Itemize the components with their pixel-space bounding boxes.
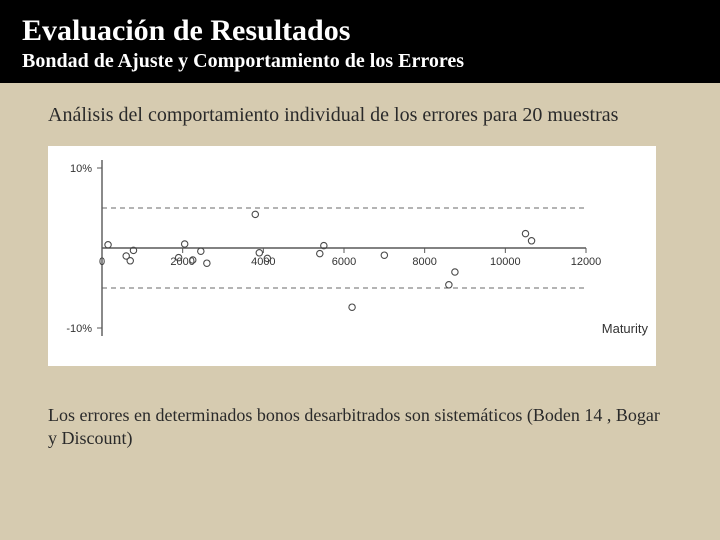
slide-header: Evaluación de Resultados Bondad de Ajust… — [0, 0, 720, 83]
svg-text:Maturity: Maturity — [602, 321, 649, 336]
svg-text:12000: 12000 — [571, 256, 602, 268]
scatter-plot-svg: 020004000600080001000012000-10%10%Maturi… — [48, 146, 656, 366]
conclusion-text: Los errores en determinados bonos desarb… — [48, 404, 672, 451]
error-scatter-chart: 020004000600080001000012000-10%10%Maturi… — [48, 146, 656, 366]
slide-subtitle: Bondad de Ajuste y Comportamiento de los… — [22, 50, 698, 73]
slide-title: Evaluación de Resultados — [22, 14, 698, 48]
svg-text:-10%: -10% — [66, 323, 92, 335]
svg-text:6000: 6000 — [332, 256, 356, 268]
intro-text: Análisis del comportamiento individual d… — [48, 103, 672, 128]
svg-text:10000: 10000 — [490, 256, 521, 268]
svg-text:8000: 8000 — [412, 256, 436, 268]
svg-text:0: 0 — [99, 256, 105, 268]
svg-text:10%: 10% — [70, 163, 92, 175]
slide-body: Análisis del comportamiento individual d… — [0, 83, 720, 471]
svg-text:4000: 4000 — [251, 256, 275, 268]
